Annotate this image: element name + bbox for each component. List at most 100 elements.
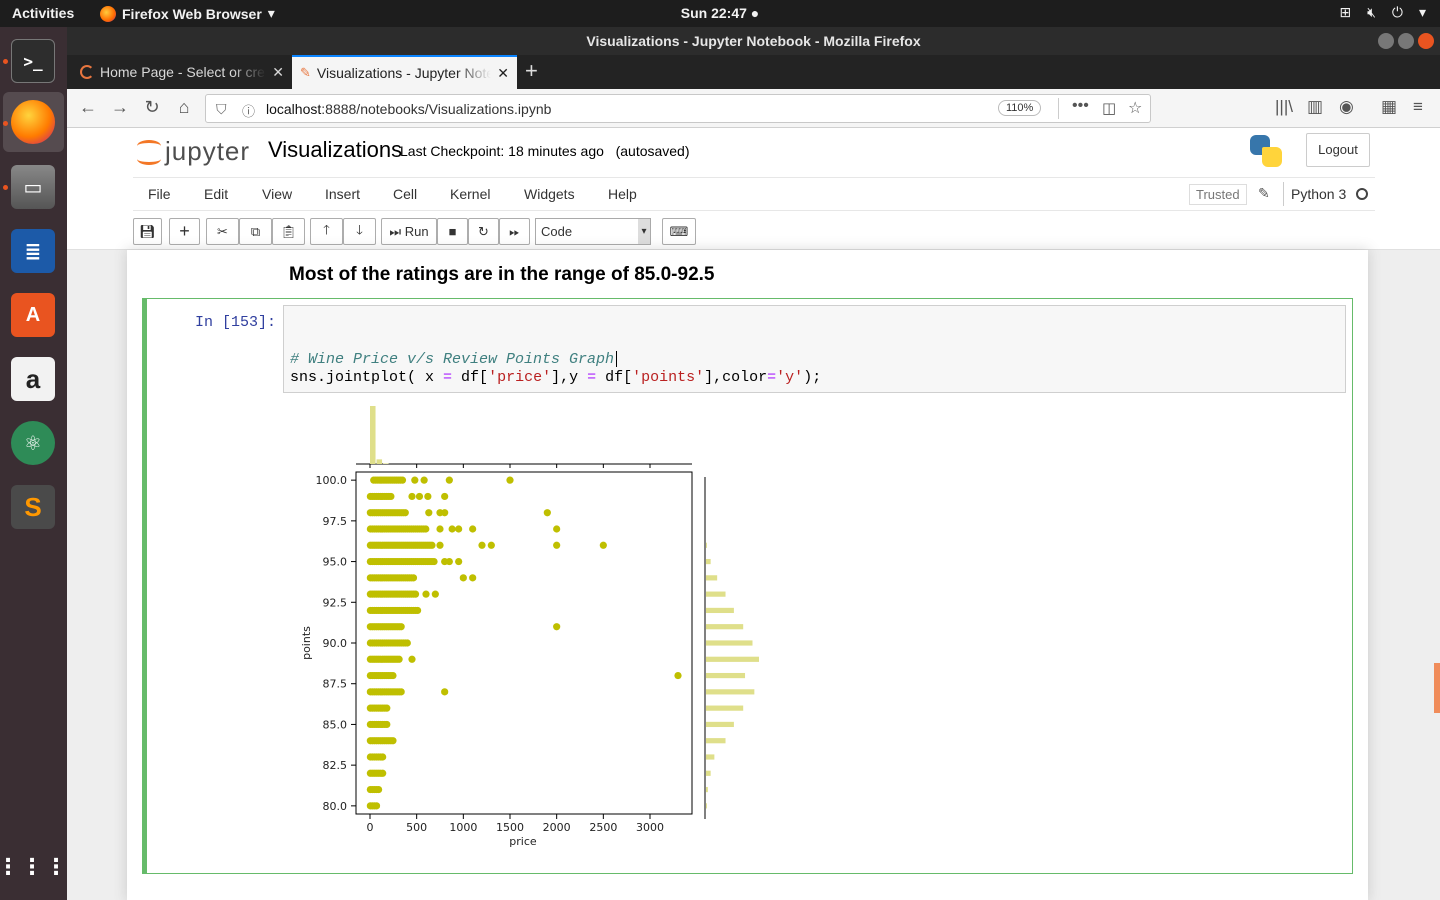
kernel-name[interactable]: Python 3	[1291, 186, 1347, 202]
files-icon[interactable]: ▭	[11, 165, 55, 209]
amazon-icon[interactable]: a	[11, 357, 55, 401]
library-icon[interactable]: |||\	[1275, 97, 1293, 116]
back-arrow-icon[interactable]: ←	[79, 97, 97, 117]
extensions-icon[interactable]: ▦	[1381, 97, 1398, 116]
insert-cell-icon[interactable]: +	[169, 218, 200, 245]
scatter-point	[455, 525, 463, 533]
points-histogram-bar	[706, 558, 711, 565]
code-cell[interactable]: In [153]: # Wine Price v/s Review Points…	[142, 298, 1353, 874]
menu-kernel[interactable]: Kernel	[450, 186, 491, 202]
points-histogram-bar	[706, 770, 711, 776]
x-tick-label: 0	[367, 821, 374, 834]
close-window-button[interactable]	[1418, 33, 1434, 49]
menu-cell[interactable]: Cell	[393, 186, 418, 202]
sublime-icon[interactable]: S	[11, 485, 55, 529]
tab-home-page[interactable]: Home Page - Select or create a notebook …	[72, 55, 292, 89]
scatter-point	[383, 704, 391, 712]
running-indicator	[3, 185, 8, 190]
app-menu[interactable]: Firefox Web Browser ▾	[100, 5, 275, 22]
edit-pencil-icon[interactable]: ✎	[1258, 185, 1270, 201]
reload-icon[interactable]: ↻	[144, 97, 160, 117]
menu-view[interactable]: View	[262, 186, 293, 202]
more-actions-icon[interactable]: •••	[1072, 97, 1089, 114]
cell-type-select[interactable]: Code	[535, 218, 651, 245]
info-icon[interactable]: ⓘ	[242, 104, 256, 119]
y-tick-label: 87.5	[323, 678, 348, 691]
chevron-down-icon: ▾	[267, 5, 275, 21]
volume-icon: 🔇︎	[1367, 4, 1376, 20]
system-tray[interactable]: ⊞ 🔇︎ ⏻ ▾	[1339, 4, 1426, 21]
scrollbar-thumb[interactable]	[1434, 663, 1440, 713]
menu-edit[interactable]: Edit	[204, 186, 229, 202]
menu-file[interactable]: File	[148, 186, 171, 202]
copy-icon[interactable]: ⧉	[239, 218, 272, 245]
interrupt-icon[interactable]: ■	[437, 218, 468, 245]
gnome-top-bar: Activities Firefox Web Browser ▾ Sun 22:…	[0, 0, 1440, 27]
dock: >_ ▭ ≣ A a ⚛ S ⋮⋮⋮	[0, 27, 67, 900]
move-down-icon[interactable]: 🡓	[343, 218, 376, 245]
writer-icon[interactable]: ≣	[11, 229, 55, 273]
trusted-badge[interactable]: Trusted	[1189, 184, 1247, 205]
scatter-point	[379, 753, 387, 761]
bookmark-star-icon[interactable]: ☆	[1128, 100, 1143, 117]
minimize-button[interactable]	[1378, 33, 1394, 49]
firefox-dock-icon[interactable]	[11, 100, 55, 144]
cut-icon[interactable]: ✂	[206, 218, 239, 245]
x-tick-label: 1000	[449, 821, 477, 834]
save-icon[interactable]: 💾︎	[133, 218, 162, 245]
checkpoint-status: Last Checkpoint: 18 minutes ago (autosav…	[400, 143, 690, 159]
menu-help[interactable]: Help	[608, 186, 637, 202]
points-histogram-bar	[706, 624, 744, 630]
scatter-point	[469, 574, 477, 582]
keyboard-icon[interactable]: ⌨	[662, 218, 696, 245]
terminal-icon[interactable]: >_	[11, 39, 55, 83]
activities-button[interactable]: Activities	[12, 5, 75, 21]
menu-widgets[interactable]: Widgets	[524, 186, 575, 202]
close-tab-icon[interactable]: ✕	[272, 63, 284, 80]
move-up-icon[interactable]: 🡑	[310, 218, 343, 245]
forward-arrow-icon[interactable]: →	[111, 97, 129, 117]
notebook-name[interactable]: Visualizations	[268, 137, 403, 162]
scatter-point	[478, 541, 486, 549]
jupyter-logo-icon	[137, 137, 161, 167]
points-histogram-bar	[706, 672, 746, 679]
restart-icon[interactable]: ↻	[468, 218, 499, 245]
zoom-indicator[interactable]: 110%	[998, 100, 1042, 116]
points-histogram-bar	[706, 803, 707, 809]
jupyter-logo[interactable]: jupyter	[137, 136, 250, 167]
show-apps-icon[interactable]: ⋮⋮⋮	[0, 854, 69, 879]
account-icon[interactable]: ◉	[1339, 97, 1354, 116]
url-text[interactable]: localhost:8888/notebooks/Visualizations.…	[266, 101, 552, 117]
scatter-point	[430, 557, 438, 566]
x-tick-label: 3000	[636, 821, 664, 834]
menu-insert[interactable]: Insert	[325, 186, 361, 202]
new-tab-button[interactable]: +	[525, 58, 538, 83]
pocket-icon[interactable]: ◫	[1102, 100, 1117, 117]
logout-button[interactable]: Logout	[1306, 133, 1370, 167]
scatter-point	[445, 476, 453, 484]
scatter-point	[553, 541, 561, 549]
software-center-icon[interactable]: A	[11, 293, 55, 337]
sidebar-icon[interactable]: ▥	[1307, 97, 1324, 116]
atom-icon[interactable]: ⚛	[11, 421, 55, 465]
y-tick-label: 80.0	[323, 800, 348, 813]
jointplot-output: 0 500 1000 1500 2000 2500 3000 80.0 82.5 85.0 87.5…	[300, 406, 759, 848]
firefox-icon	[100, 5, 116, 22]
restart-run-all-icon[interactable]: ⏩︎	[499, 218, 530, 245]
shield-icon[interactable]: ⛉	[216, 101, 227, 117]
scatter-point	[448, 525, 456, 533]
close-tab-icon[interactable]: ✕	[497, 64, 509, 81]
run-button[interactable]: ⏭︎ Run	[381, 218, 437, 245]
paste-icon[interactable]: 📋︎	[272, 218, 305, 245]
code-line: sns.jointplot( x = df['price'],y = df['p…	[290, 369, 822, 386]
url-bar[interactable]: ⛉ ⓘ localhost:8888/notebooks/Visualizati…	[205, 94, 1151, 123]
scatter-point	[398, 476, 407, 484]
maximize-button[interactable]	[1398, 33, 1414, 49]
points-histogram-bar	[706, 738, 726, 744]
code-editor[interactable]: # Wine Price v/s Review Points Graph sns…	[283, 305, 1346, 393]
home-icon[interactable]: ⌂	[178, 97, 190, 117]
hamburger-menu-icon[interactable]: ≡	[1413, 97, 1423, 116]
scatter-point	[455, 557, 463, 566]
price-histogram-bar	[383, 463, 389, 464]
tab-visualizations[interactable]: ✎ Visualizations - Jupyter Notebook ✕	[292, 55, 517, 89]
